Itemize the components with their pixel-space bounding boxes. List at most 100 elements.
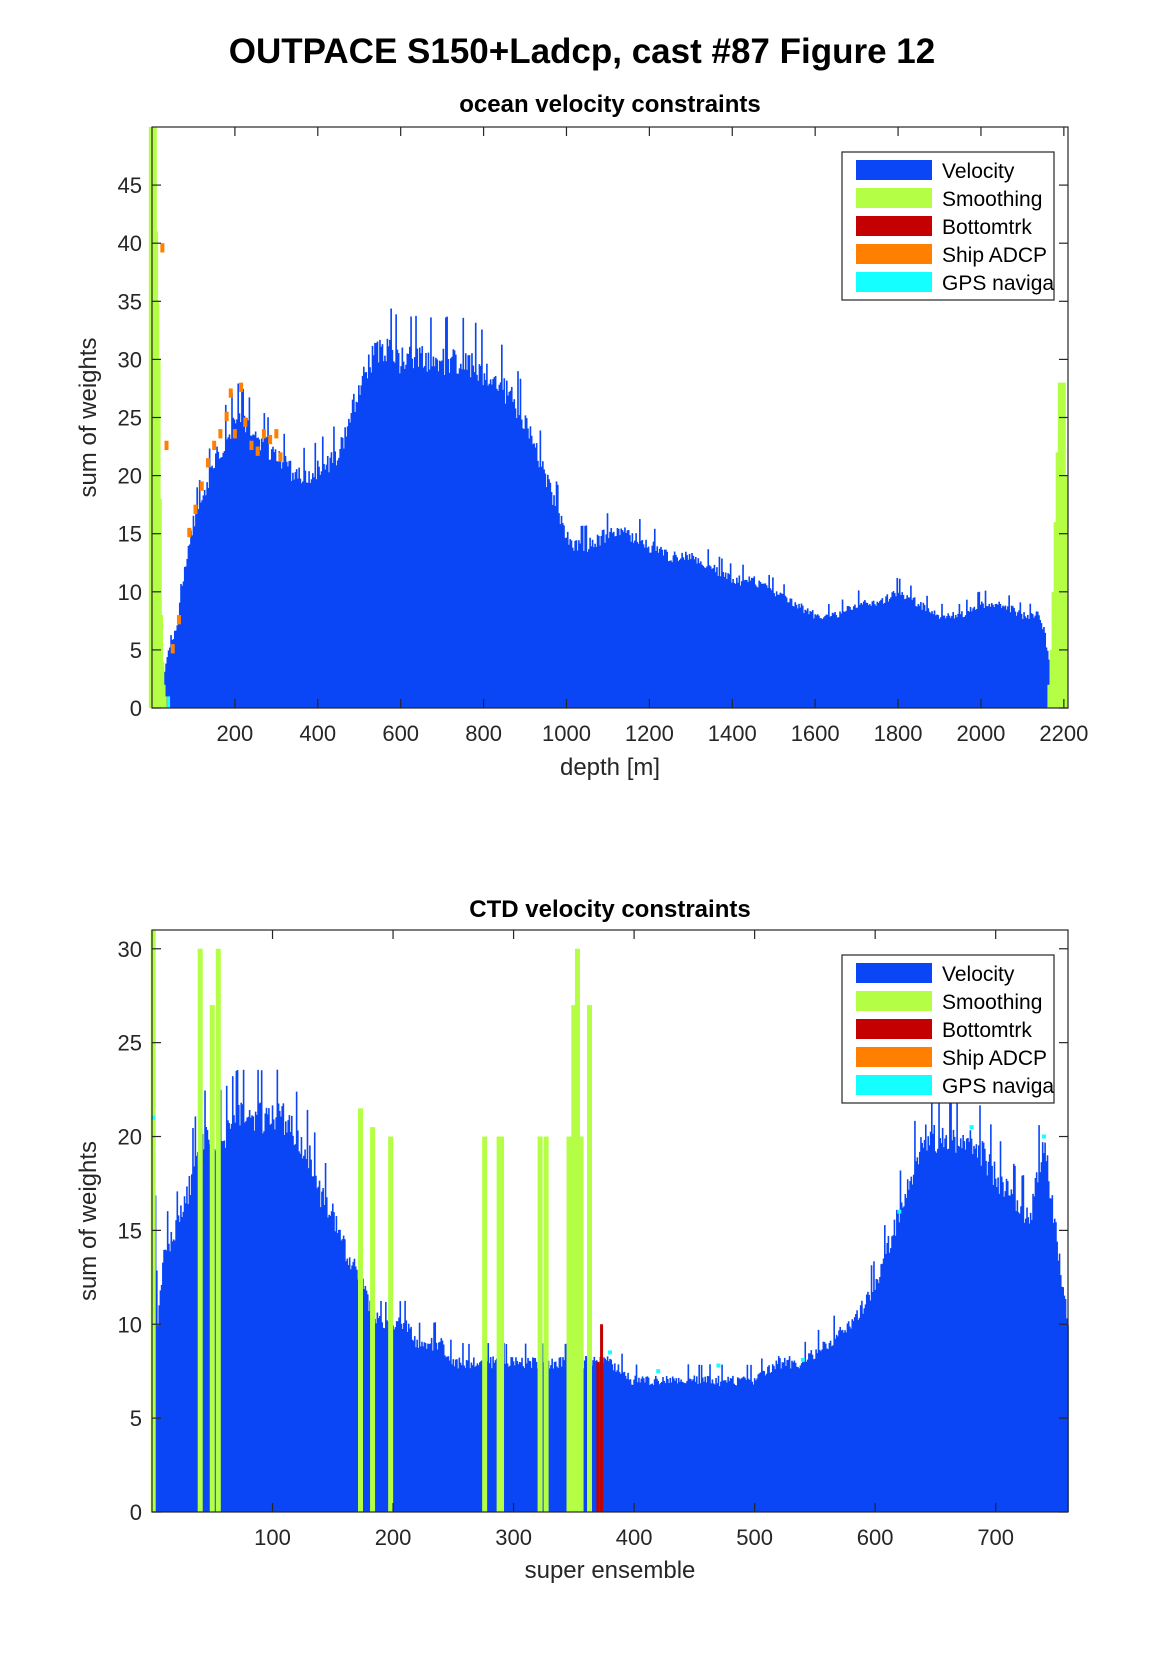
velocity-bar	[539, 430, 542, 708]
velocity-bar	[1029, 1212, 1032, 1512]
velocity-bar	[875, 1279, 878, 1512]
velocity-bar	[604, 1358, 606, 1512]
velocity-bar	[551, 1358, 553, 1512]
velocity-bar	[980, 601, 983, 708]
velocity-bar	[726, 579, 728, 708]
velocity-bar	[545, 487, 548, 708]
velocity-bar	[799, 607, 802, 708]
velocity-bar	[1037, 1182, 1039, 1512]
velocity-bar	[824, 1343, 827, 1512]
velocity-bar	[350, 413, 353, 708]
velocity-bar	[727, 1376, 729, 1512]
velocity-bar	[302, 481, 304, 708]
y-tick-label: 25	[118, 1031, 142, 1056]
velocity-bar	[632, 542, 635, 708]
velocity-bar	[513, 1365, 516, 1512]
velocity-bar	[527, 428, 529, 708]
ship-adcp-bar	[249, 440, 254, 451]
velocity-bar	[1022, 619, 1024, 708]
velocity-bar	[694, 556, 697, 708]
velocity-bar	[703, 1381, 705, 1512]
velocity-bar	[888, 598, 891, 708]
velocity-bar	[377, 1317, 380, 1512]
velocity-bar	[427, 352, 430, 708]
velocity-bar	[394, 362, 396, 708]
velocity-bar	[972, 608, 974, 708]
velocity-bar	[392, 361, 395, 708]
velocity-bar	[717, 575, 720, 708]
velocity-bar	[673, 1378, 675, 1512]
velocity-bar	[227, 1120, 229, 1512]
velocity-bar	[987, 606, 989, 708]
velocity-bar	[911, 600, 913, 708]
velocity-bar	[420, 353, 422, 708]
velocity-bar	[1018, 1213, 1021, 1512]
velocity-bar	[693, 559, 696, 708]
velocity-bar	[156, 1270, 158, 1512]
velocity-bar	[961, 1148, 963, 1512]
velocity-bar	[195, 514, 197, 708]
velocity-bar	[729, 563, 732, 708]
ship-adcp-bar	[218, 429, 223, 439]
velocity-bar	[754, 584, 757, 708]
velocity-bar	[668, 560, 671, 708]
velocity-bar	[624, 1375, 627, 1512]
velocity-bar	[508, 391, 511, 708]
velocity-bar	[900, 595, 902, 708]
y-tick-label: 20	[118, 464, 142, 489]
velocity-bar	[1048, 659, 1050, 708]
velocity-bar	[313, 477, 315, 708]
gps-navigation-series	[167, 696, 171, 708]
velocity-bar	[554, 506, 557, 708]
velocity-bar	[1014, 611, 1017, 708]
velocity-bar	[1038, 1125, 1040, 1512]
velocity-bar	[834, 611, 836, 708]
velocity-bar	[716, 567, 718, 708]
velocity-bar	[575, 540, 578, 708]
velocity-bar	[321, 436, 324, 708]
velocity-bar	[289, 1131, 292, 1512]
y-tick-label: 0	[130, 1500, 142, 1525]
velocity-bar	[847, 1321, 850, 1512]
velocity-bar	[548, 1368, 551, 1512]
velocity-bar	[1059, 1275, 1062, 1512]
velocity-bar	[764, 1375, 767, 1512]
velocity-bar	[629, 1379, 632, 1512]
velocity-bar	[594, 1361, 597, 1512]
velocity-bar	[923, 1139, 926, 1512]
x-tick-label: 2200	[1039, 721, 1088, 746]
velocity-bar	[992, 604, 994, 708]
velocity-bar	[645, 1376, 647, 1512]
velocity-bar	[530, 435, 533, 708]
velocity-bar	[426, 371, 429, 708]
velocity-bar	[1035, 1172, 1038, 1512]
velocity-bar	[422, 367, 425, 708]
velocity-bar	[617, 1364, 620, 1512]
velocity-bar	[998, 1193, 1001, 1512]
velocity-bar	[166, 657, 169, 708]
velocity-bar	[871, 1292, 874, 1512]
velocity-bar	[473, 372, 476, 708]
velocity-bar	[463, 1365, 465, 1512]
velocity-bar	[637, 543, 640, 708]
velocity-bar	[1019, 602, 1022, 708]
y-tick-label: 45	[118, 173, 142, 198]
velocity-bar	[941, 603, 943, 708]
velocity-bar	[646, 1376, 649, 1512]
velocity-bar	[591, 539, 594, 708]
velocity-bar	[205, 495, 207, 708]
velocity-bar	[349, 422, 351, 708]
velocity-bar	[445, 317, 447, 708]
velocity-bar	[895, 596, 897, 708]
velocity-bar	[695, 1376, 698, 1512]
velocity-bar	[528, 438, 530, 708]
velocity-bar	[656, 546, 659, 708]
velocity-bar	[630, 1384, 633, 1512]
velocity-bar	[1038, 615, 1040, 708]
velocity-bar	[912, 597, 915, 708]
velocity-bar	[473, 1357, 475, 1512]
velocity-bar	[857, 590, 860, 708]
velocity-bar	[167, 650, 170, 708]
velocity-bar	[774, 1369, 776, 1512]
velocity-bar	[724, 1380, 727, 1512]
